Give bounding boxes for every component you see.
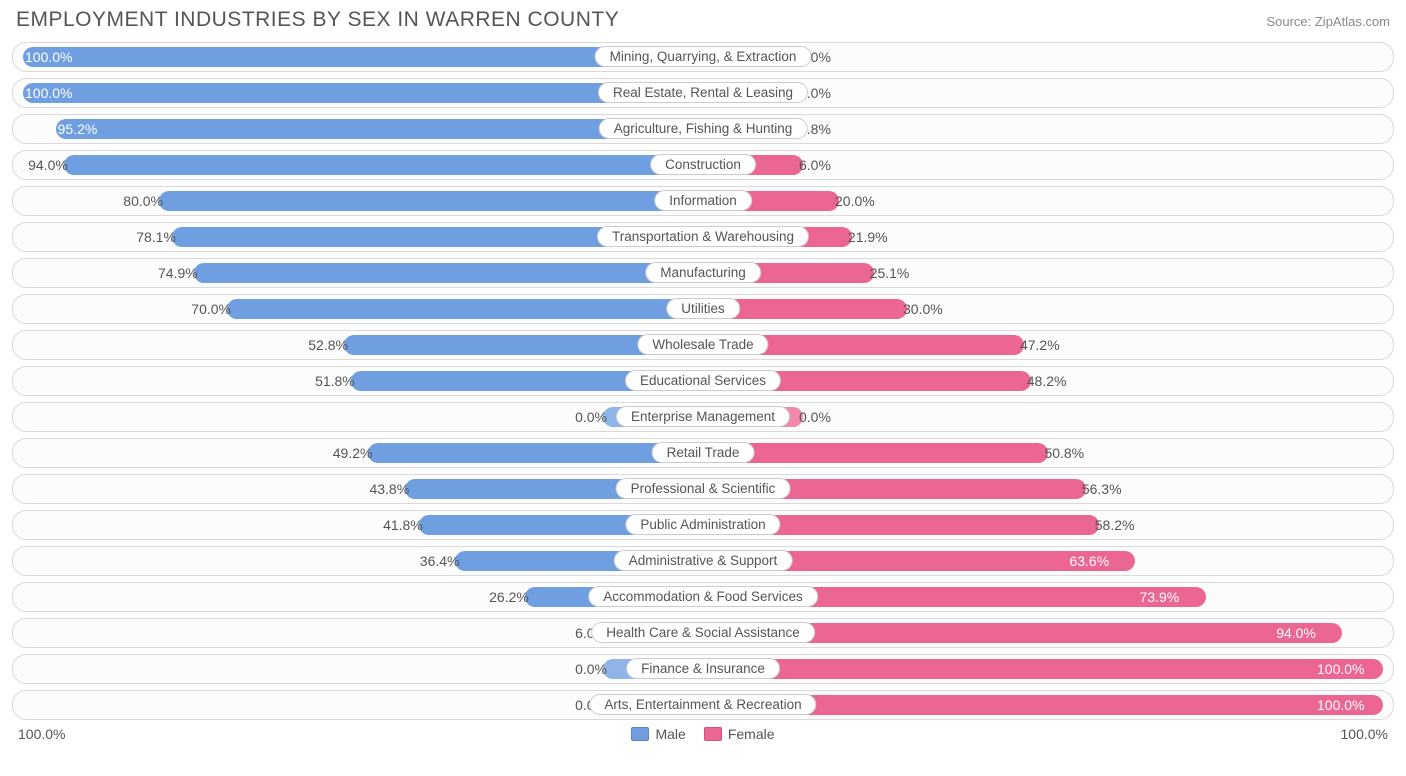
chart-header: EMPLOYMENT INDUSTRIES BY SEX IN WARREN C… bbox=[12, 8, 1394, 38]
pct-male: 95.2% bbox=[58, 115, 98, 143]
pct-female: 100.0% bbox=[1317, 655, 1364, 683]
category-label: Wholesale Trade bbox=[637, 334, 768, 355]
chart-row: 49.2% 50.8% Retail Trade bbox=[12, 438, 1394, 468]
pct-female: 48.2% bbox=[1027, 367, 1067, 395]
pct-female: 94.0% bbox=[1276, 619, 1316, 647]
category-label: Information bbox=[654, 190, 752, 211]
legend-label-female: Female bbox=[728, 726, 775, 742]
chart-row: 51.8% 48.2% Educational Services bbox=[12, 366, 1394, 396]
pct-male: 80.0% bbox=[123, 187, 163, 215]
axis-right-label: 100.0% bbox=[1341, 726, 1388, 742]
legend-swatch-female bbox=[704, 727, 722, 741]
pct-male: 70.0% bbox=[191, 295, 231, 323]
category-label: Utilities bbox=[666, 298, 740, 319]
category-label: Health Care & Social Assistance bbox=[591, 622, 815, 643]
pct-male: 74.9% bbox=[158, 259, 198, 287]
pct-male: 78.1% bbox=[136, 223, 176, 251]
legend-male: Male bbox=[631, 726, 685, 742]
chart-row: 100.0%0.0%Real Estate, Rental & Leasing bbox=[12, 78, 1394, 108]
chart-row: 43.8% 56.3% Professional & Scientific bbox=[12, 474, 1394, 504]
pct-female: 58.2% bbox=[1095, 511, 1135, 539]
pct-female: 25.1% bbox=[870, 259, 910, 287]
pct-female: 20.0% bbox=[835, 187, 875, 215]
chart-source: Source: ZipAtlas.com bbox=[1266, 14, 1390, 29]
chart-row: 0.0% 0.0% Enterprise Management bbox=[12, 402, 1394, 432]
chart-row: 80.0% 20.0% Information bbox=[12, 186, 1394, 216]
chart-row: 0.0%100.0%Arts, Entertainment & Recreati… bbox=[12, 690, 1394, 720]
chart-row: 100.0%0.0%Mining, Quarrying, & Extractio… bbox=[12, 42, 1394, 72]
bar-female bbox=[703, 659, 1383, 679]
pct-female: 47.2% bbox=[1020, 331, 1060, 359]
chart-title: EMPLOYMENT INDUSTRIES BY SEX IN WARREN C… bbox=[16, 8, 619, 32]
category-label: Professional & Scientific bbox=[616, 478, 791, 499]
chart-row: 0.0% 100.0% Finance & Insurance bbox=[12, 654, 1394, 684]
pct-male: 52.8% bbox=[308, 331, 348, 359]
category-label: Finance & Insurance bbox=[626, 658, 780, 679]
pct-male: 0.0% bbox=[575, 403, 607, 431]
legend-swatch-male bbox=[631, 727, 649, 741]
category-label: Administrative & Support bbox=[614, 550, 793, 571]
pct-female: 63.6% bbox=[1069, 547, 1109, 575]
chart-row: 52.8% 47.2% Wholesale Trade bbox=[12, 330, 1394, 360]
pct-female: 50.8% bbox=[1044, 439, 1084, 467]
legend: Male Female bbox=[65, 726, 1340, 742]
pct-female: 6.0% bbox=[799, 151, 831, 179]
bar-male bbox=[194, 263, 703, 283]
category-label: Public Administration bbox=[625, 514, 780, 535]
category-label: Manufacturing bbox=[645, 262, 761, 283]
pct-male: 36.4% bbox=[420, 547, 460, 575]
category-label: Educational Services bbox=[625, 370, 781, 391]
pct-female: 21.9% bbox=[848, 223, 888, 251]
category-label: Enterprise Management bbox=[616, 406, 790, 427]
pct-male: 100.0% bbox=[25, 79, 72, 107]
pct-male: 0.0% bbox=[575, 655, 607, 683]
pct-male: 41.8% bbox=[383, 511, 423, 539]
category-label: Transportation & Warehousing bbox=[597, 226, 809, 247]
pct-male: 43.8% bbox=[369, 475, 409, 503]
pct-male: 26.2% bbox=[489, 583, 529, 611]
pct-male: 100.0% bbox=[25, 43, 72, 71]
chart-row: 41.8% 58.2% Public Administration bbox=[12, 510, 1394, 540]
chart-row: 74.9% 25.1% Manufacturing bbox=[12, 258, 1394, 288]
bar-male bbox=[64, 155, 703, 175]
chart-row: 95.2%4.8%Agriculture, Fishing & Hunting bbox=[12, 114, 1394, 144]
legend-label-male: Male bbox=[655, 726, 685, 742]
bar-male bbox=[227, 299, 703, 319]
pct-male: 94.0% bbox=[28, 151, 68, 179]
pct-male: 49.2% bbox=[333, 439, 373, 467]
pct-female: 73.9% bbox=[1140, 583, 1180, 611]
category-label: Accommodation & Food Services bbox=[588, 586, 818, 607]
pct-female: 0.0% bbox=[799, 403, 831, 431]
pct-female: 100.0% bbox=[1317, 691, 1364, 719]
category-label: Real Estate, Rental & Leasing bbox=[598, 82, 808, 103]
legend-female: Female bbox=[704, 726, 775, 742]
chart-row: 36.4% 63.6% Administrative & Support bbox=[12, 546, 1394, 576]
chart-area: 100.0% 0.0% Mining, Quarrying, & Extractio… bbox=[12, 42, 1394, 720]
category-label: Arts, Entertainment & Recreation bbox=[589, 694, 816, 715]
bar-male bbox=[159, 191, 703, 211]
chart-row: 26.2% 73.9% Accommodation & Food Services bbox=[12, 582, 1394, 612]
pct-male: 51.8% bbox=[315, 367, 355, 395]
category-label: Construction bbox=[650, 154, 756, 175]
category-label: Retail Trade bbox=[652, 442, 755, 463]
chart-footer: 100.0% Male Female 100.0% bbox=[12, 726, 1394, 742]
chart-row: 94.0% 6.0% Construction bbox=[12, 150, 1394, 180]
category-label: Mining, Quarrying, & Extraction bbox=[595, 46, 812, 67]
chart-row: 70.0% 30.0% Utilities bbox=[12, 294, 1394, 324]
category-label: Agriculture, Fishing & Hunting bbox=[599, 118, 808, 139]
chart-row: 6.0%94.0%Health Care & Social Assistance bbox=[12, 618, 1394, 648]
chart-row: 78.1% 21.9% Transportation & Warehousing bbox=[12, 222, 1394, 252]
axis-left-label: 100.0% bbox=[18, 726, 65, 742]
pct-female: 56.3% bbox=[1082, 475, 1122, 503]
pct-female: 30.0% bbox=[903, 295, 943, 323]
bar-female bbox=[703, 443, 1048, 463]
